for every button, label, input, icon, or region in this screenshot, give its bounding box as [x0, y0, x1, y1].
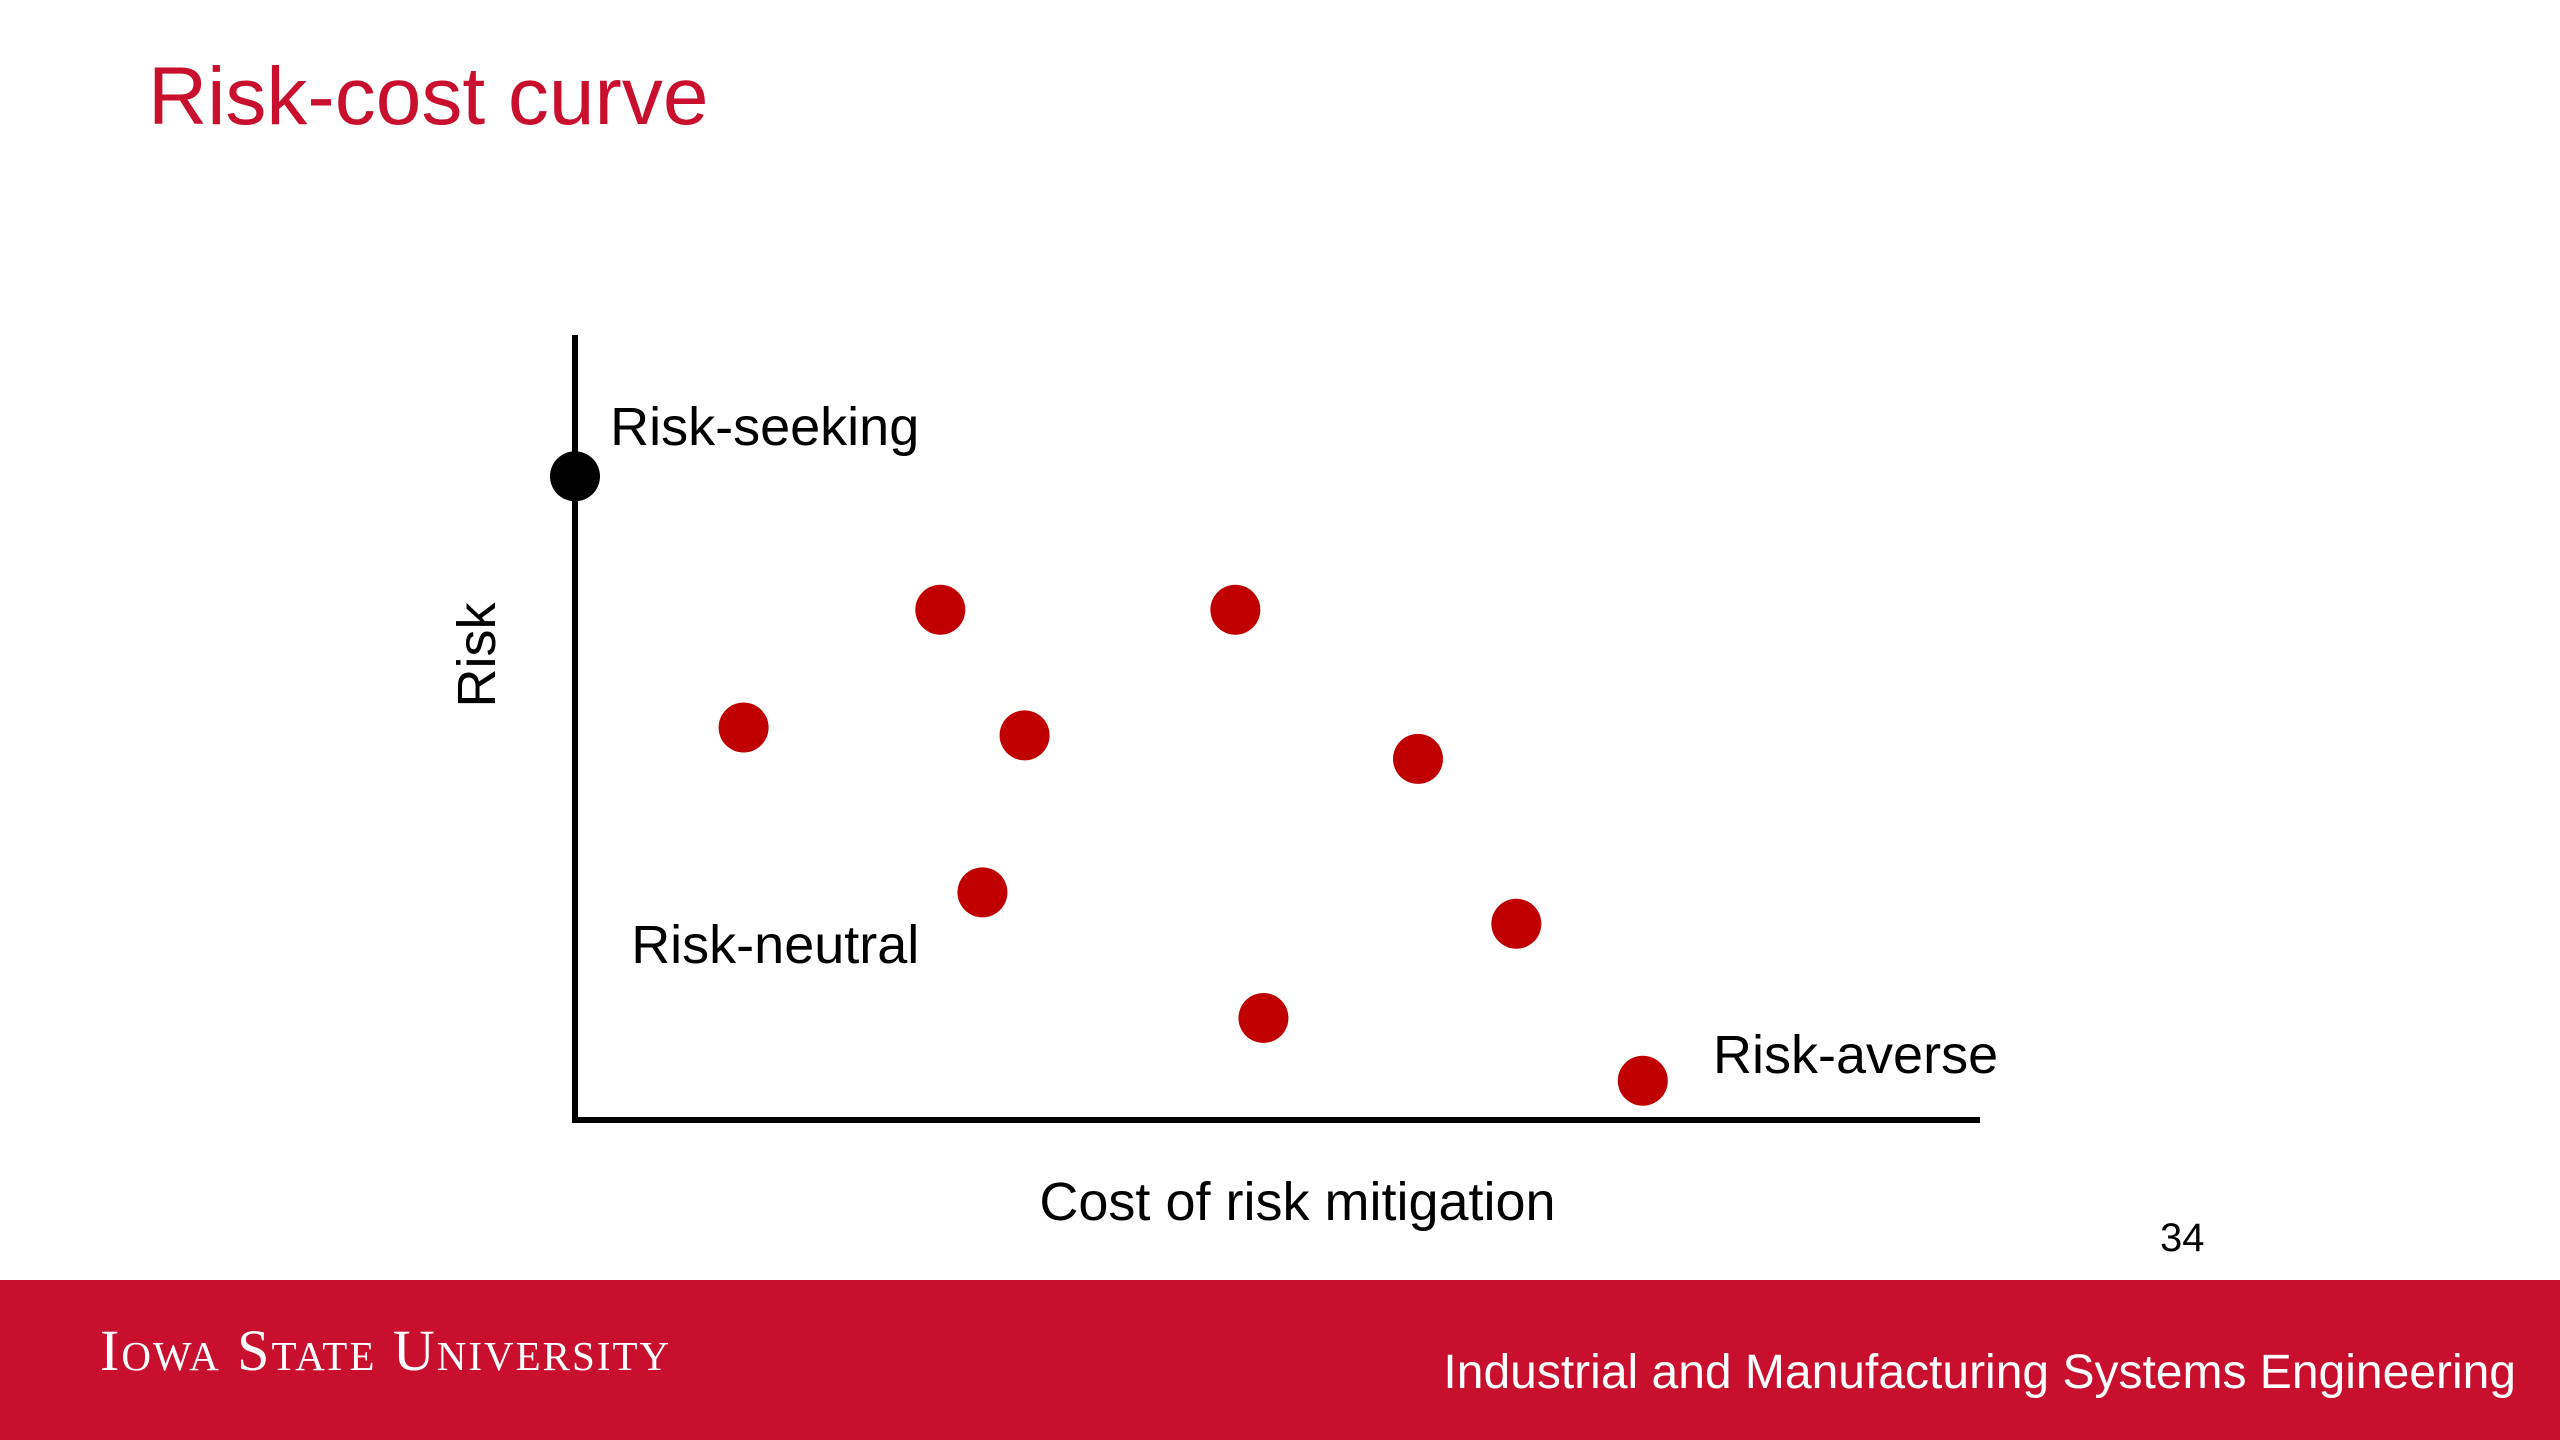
data-point-s0-7 [1238, 992, 1289, 1043]
data-point-s0-5 [1393, 733, 1443, 784]
data-point-s0-0 [718, 702, 769, 753]
data-point-s0-4 [1210, 584, 1261, 635]
data-points [550, 451, 1668, 1106]
data-point-s0-1 [915, 584, 966, 635]
x-axis-label: Cost of risk mitigation [1039, 1172, 1555, 1232]
footer-bar: Iowa State University Industrial and Man… [0, 1280, 2560, 1440]
data-point-s0-3 [957, 867, 1008, 918]
annotations: Risk-seeking Risk-neutral Risk-averse [610, 397, 1998, 1085]
y-axis-label: Risk [447, 602, 507, 708]
annotation-risk-neutral: Risk-neutral [631, 915, 919, 975]
department-name: Industrial and Manufacturing Systems Eng… [1443, 1346, 2516, 1399]
data-point-s0-8 [1617, 1055, 1668, 1106]
data-point-s0-2 [999, 710, 1050, 761]
slide-title: Risk-cost curve [148, 51, 709, 142]
annotation-risk-seeking: Risk-seeking [610, 397, 919, 457]
slide-number: 34 [2160, 1216, 2205, 1260]
annotation-risk-averse: Risk-averse [1713, 1025, 1998, 1085]
data-point-s0-6 [1491, 898, 1542, 949]
data-point-s1-0 [550, 451, 600, 502]
university-logo: Iowa State University [100, 1318, 672, 1383]
